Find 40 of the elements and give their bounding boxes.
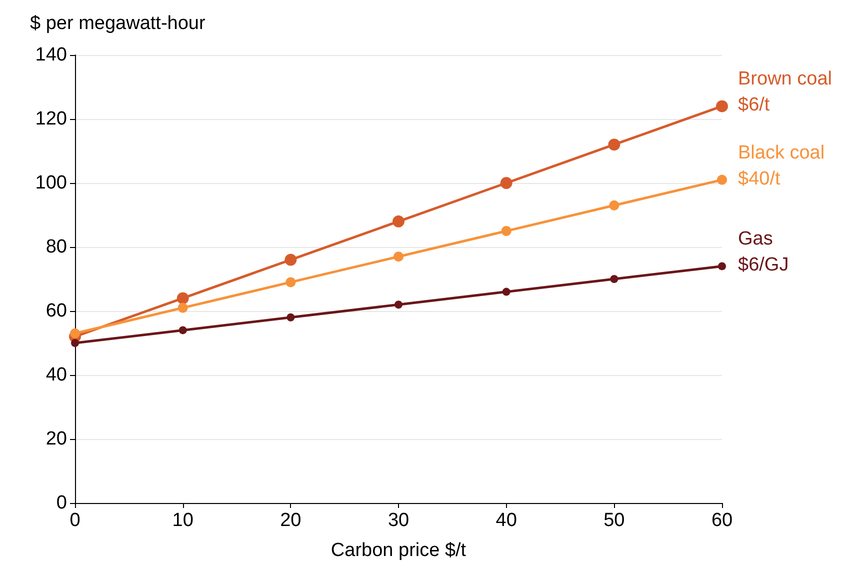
x-tick-label: 60: [711, 510, 733, 531]
point: [718, 262, 726, 270]
y-tick-label: 0: [56, 492, 67, 514]
point: [500, 177, 512, 189]
point: [394, 300, 402, 309]
y-tick-label: 140: [35, 44, 67, 66]
point: [392, 215, 404, 228]
x-tick-label: 40: [496, 510, 517, 531]
point: [608, 138, 620, 151]
point: [70, 328, 80, 338]
point: [178, 326, 187, 334]
x-axis-title: Carbon price $/t: [330, 540, 467, 561]
point: [71, 339, 79, 347]
y-tick-label: 40: [46, 364, 67, 386]
series-label: Brown coal $6/t: [738, 68, 832, 116]
point: [394, 252, 404, 262]
x-tick-label: 50: [604, 510, 625, 531]
series-label: Black coal $40/t: [738, 142, 825, 190]
point: [176, 292, 189, 304]
y-axis-title: $ per megawatt-hour: [30, 13, 206, 34]
point: [286, 313, 295, 322]
point: [284, 254, 297, 266]
x-tick-label: 0: [70, 510, 80, 531]
y-tick-label: 120: [35, 108, 67, 130]
point: [610, 275, 618, 283]
y-tick-label: 20: [46, 428, 67, 450]
point: [286, 277, 296, 288]
point: [609, 200, 620, 210]
point: [501, 226, 512, 236]
series-label: Gas $6/GJ: [738, 228, 789, 276]
y-tick-label: 80: [46, 236, 67, 258]
point: [716, 100, 728, 112]
point: [717, 174, 727, 185]
y-tick-label: 100: [35, 172, 67, 194]
x-tick-label: 30: [388, 510, 410, 531]
point: [502, 288, 510, 296]
x-tick-label: 10: [172, 510, 194, 531]
x-tick-label: 20: [280, 510, 302, 531]
y-tick-label: 60: [46, 300, 67, 322]
point: [178, 302, 188, 313]
